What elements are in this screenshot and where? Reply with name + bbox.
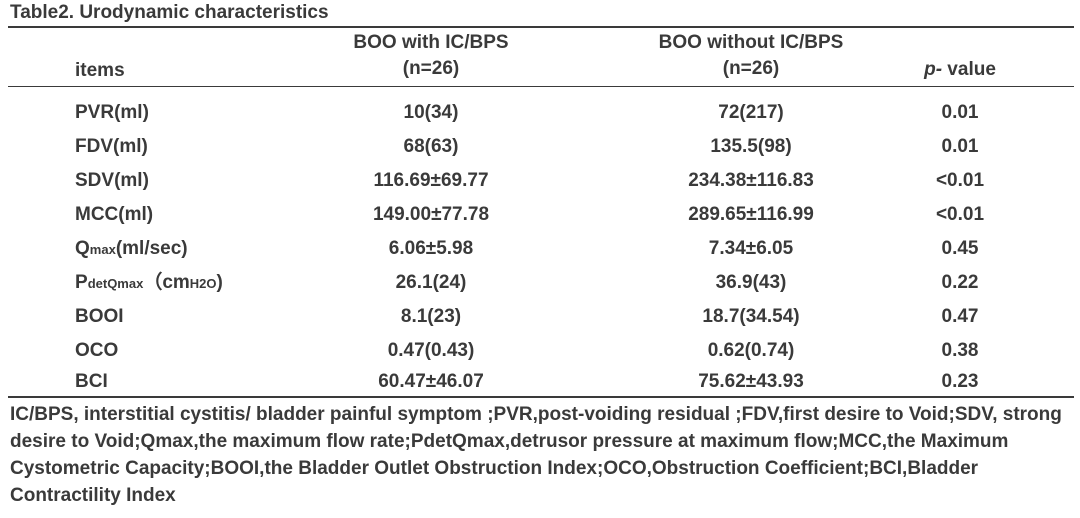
table-row: SDV(ml) 116.69±69.77 234.38±116.83 <0.01 <box>0 164 1080 198</box>
header-p-value: p- value <box>900 58 1020 82</box>
row-item-unit: （cm <box>143 272 190 293</box>
row-value-a: 60.47±46.07 <box>378 371 484 392</box>
header-p-prefix: p- <box>924 59 943 80</box>
row-value-a: 26.1(24) <box>395 272 467 293</box>
row-item-unit-subscript: H2O <box>189 276 217 291</box>
row-value-b: 18.7(34.54) <box>702 306 800 327</box>
row-p-value: 0.47 <box>941 306 979 327</box>
row-item: MCC(ml) <box>75 204 154 225</box>
table-row: Qmax(ml/sec) 6.06±5.98 7.34±6.05 0.45 <box>0 232 1080 266</box>
row-value-b: 0.62(0.74) <box>707 340 795 361</box>
row-item: BOOI <box>75 306 124 327</box>
row-value-b: 72(217) <box>718 102 784 123</box>
header-group-b-n: (n=26) <box>722 58 780 79</box>
row-item-subscript: max <box>89 242 116 257</box>
row-item: FDV(ml) <box>75 136 148 157</box>
row-value-a: 68(63) <box>403 136 459 157</box>
table-row: MCC(ml) 149.00±77.78 289.65±116.99 <0.01 <box>0 198 1080 232</box>
row-item: BCI <box>75 371 108 392</box>
row-item: PVR(ml) <box>75 102 149 123</box>
row-value-b: 234.38±116.83 <box>688 170 814 191</box>
row-p-value: 0.38 <box>941 340 979 361</box>
row-p-value: 0.22 <box>941 272 979 293</box>
row-item: OCO <box>75 340 119 361</box>
row-item: Qmax(ml/sec) <box>75 232 188 267</box>
table-row: BCI 60.47±46.07 75.62±43.93 0.23 <box>0 365 1080 399</box>
row-p-value: 0.23 <box>941 371 979 392</box>
row-value-a: 8.1(23) <box>400 306 462 327</box>
table-row: BOOI 8.1(23) 18.7(34.54) 0.47 <box>0 300 1080 334</box>
row-item-subscript: detQmax <box>87 276 144 291</box>
table-title: Table2. Urodynamic characteristics <box>10 2 329 23</box>
table-bottom-rule <box>8 396 1074 398</box>
row-item: PdetQmax（cmH2O) <box>75 266 223 301</box>
row-item-main: P <box>75 272 88 293</box>
row-item-unit-end: ) <box>216 272 223 293</box>
row-value-a: 6.06±5.98 <box>388 238 474 259</box>
header-items: items <box>75 60 125 81</box>
header-group-b-title: BOO without IC/BPS <box>658 32 844 53</box>
row-value-a: 0.47(0.43) <box>387 340 475 361</box>
row-p-value: 0.45 <box>941 238 979 259</box>
row-item-main: Q <box>75 238 90 259</box>
header-rule <box>8 86 1074 87</box>
row-item-unit: (ml/sec) <box>115 238 188 259</box>
row-value-b: 36.9(43) <box>715 272 787 293</box>
table-row: PdetQmax（cmH2O) 26.1(24) 36.9(43) 0.22 <box>0 266 1080 300</box>
row-value-b: 289.65±116.99 <box>688 204 814 225</box>
header-group-a-title: BOO with IC/BPS <box>353 32 509 53</box>
row-p-value: 0.01 <box>941 102 979 123</box>
row-p-value: <0.01 <box>935 204 985 225</box>
table-row: PVR(ml) 10(34) 72(217) 0.01 <box>0 96 1080 130</box>
table-footnote: IC/BPS, interstitial cystitis/ bladder p… <box>10 404 1062 506</box>
table-row: FDV(ml) 68(63) 135.5(98) 0.01 <box>0 130 1080 164</box>
row-p-value: <0.01 <box>935 170 985 191</box>
table-row: OCO 0.47(0.43) 0.62(0.74) 0.38 <box>0 334 1080 368</box>
header-p-suffix: value <box>942 59 996 80</box>
row-value-a: 149.00±77.78 <box>372 204 490 225</box>
row-value-a: 116.69±69.77 <box>373 170 489 191</box>
row-value-b: 7.34±6.05 <box>708 238 794 259</box>
row-p-value: 0.01 <box>941 136 979 157</box>
row-item: SDV(ml) <box>75 170 149 191</box>
row-value-a: 10(34) <box>403 102 459 123</box>
table-top-rule <box>8 26 1074 28</box>
row-value-b: 75.62±43.93 <box>698 371 804 392</box>
row-value-b: 135.5(98) <box>710 136 792 157</box>
header-group-a-n: (n=26) <box>402 58 460 79</box>
